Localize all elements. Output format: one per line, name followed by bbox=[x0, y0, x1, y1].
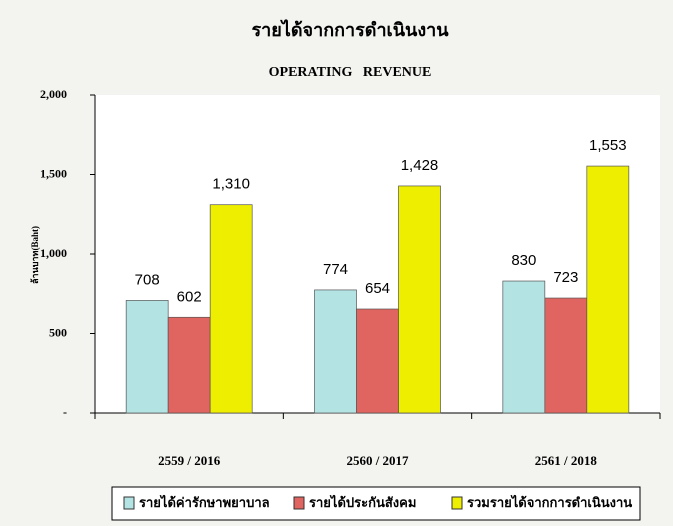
value-label: 1,310 bbox=[212, 176, 250, 193]
bar bbox=[125, 300, 169, 414]
legend-box bbox=[111, 486, 641, 521]
bar bbox=[502, 280, 546, 414]
y-tick-label: 2,000 bbox=[40, 87, 67, 101]
legend-swatch bbox=[123, 496, 135, 510]
y-axis-label: ล้านบาท(Baht) bbox=[30, 226, 40, 284]
value-label: 723 bbox=[553, 269, 578, 286]
value-label: 774 bbox=[323, 261, 348, 278]
y-tick-label: 1,500 bbox=[40, 166, 67, 180]
value-label: 1,553 bbox=[589, 137, 627, 154]
chart-title: รายได้จากการดำเนินงาน bbox=[251, 19, 449, 40]
value-label: 654 bbox=[365, 280, 390, 297]
bar bbox=[167, 316, 211, 414]
bar bbox=[314, 289, 357, 414]
bar bbox=[356, 308, 399, 414]
x-tick-label: 2560 / 2017 bbox=[346, 453, 409, 468]
legend-swatch bbox=[451, 496, 463, 510]
value-label: 1,428 bbox=[401, 157, 439, 174]
chart-subtitle: OPERATING REVENUE bbox=[269, 65, 432, 80]
bar bbox=[586, 165, 630, 414]
y-tick-label: 500 bbox=[49, 325, 67, 339]
value-label: 708 bbox=[135, 271, 160, 288]
bar bbox=[544, 297, 588, 414]
value-label: 830 bbox=[511, 252, 536, 269]
legend-label: รายได้ประกันสังคม bbox=[309, 494, 416, 510]
y-tick-label: 1,000 bbox=[40, 246, 67, 260]
bar bbox=[398, 185, 441, 414]
y-tick-label: - bbox=[63, 405, 67, 419]
legend-swatch bbox=[293, 496, 305, 510]
value-label: 602 bbox=[177, 288, 202, 305]
x-tick-label: 2559 / 2016 bbox=[158, 453, 221, 468]
legend-label: รายได้ค่ารักษาพยาบาล bbox=[139, 494, 270, 510]
legend-label: รวมรายได้จากการดำเนินงาน bbox=[467, 494, 632, 510]
x-tick-label: 2561 / 2018 bbox=[535, 453, 598, 468]
bar bbox=[209, 204, 253, 414]
